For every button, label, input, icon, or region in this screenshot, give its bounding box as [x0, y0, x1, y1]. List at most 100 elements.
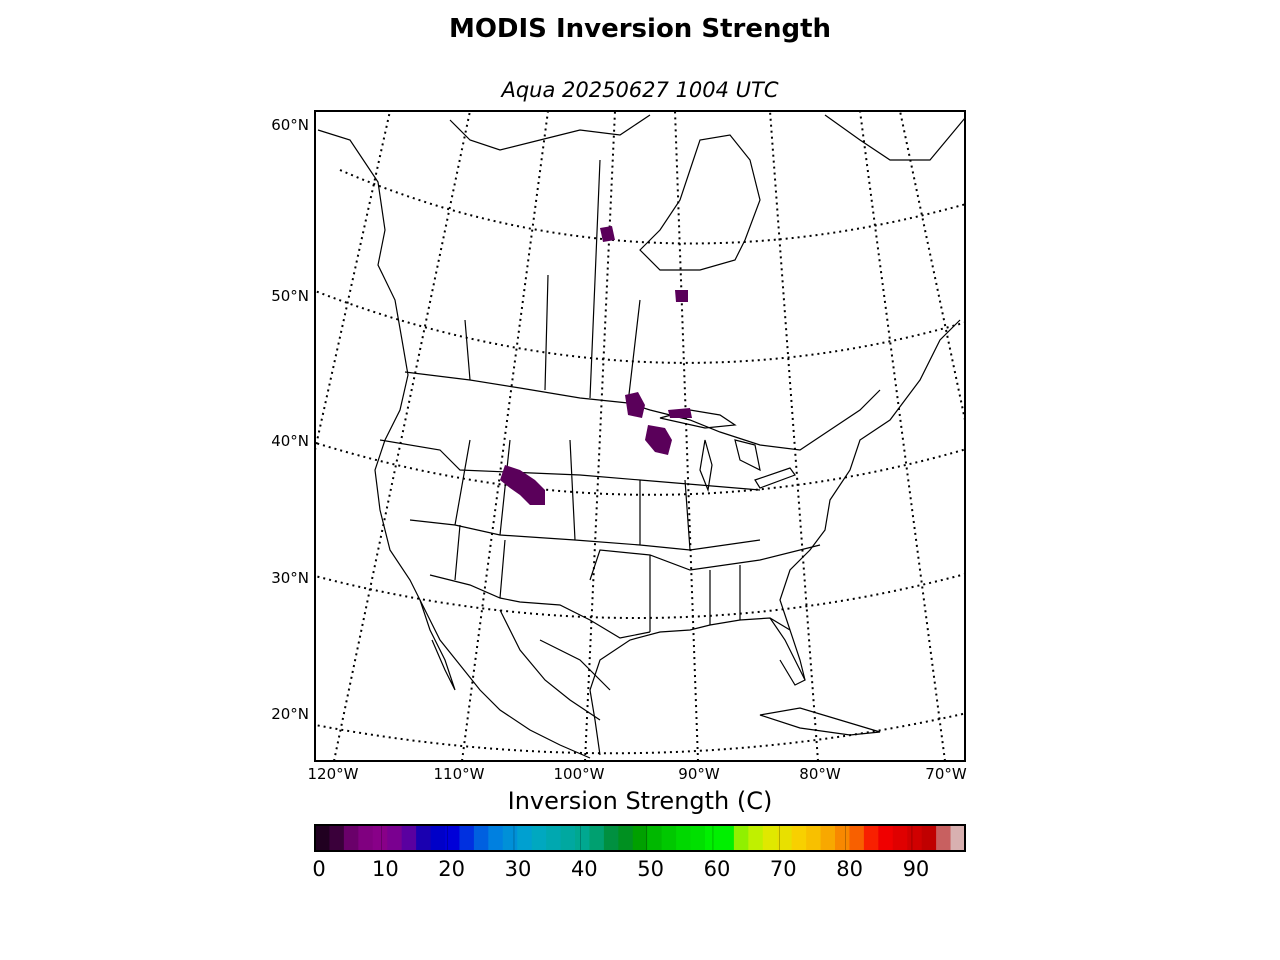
colorbar-segment: [907, 825, 923, 851]
florida: [769, 617, 806, 686]
lat-labels: 60°N 50°N 40°N 30°N 20°N: [271, 116, 309, 723]
colorbar-segment: [343, 825, 359, 851]
lake-huron: [734, 439, 761, 472]
colorbar-segment: [372, 825, 388, 851]
colorbar-tick-label: 30: [505, 857, 532, 881]
meridian-100w: [584, 111, 616, 761]
colorbar-segment: [401, 825, 417, 851]
lon-label-110: 110°W: [434, 765, 485, 783]
chart-subtitle: Aqua 20250627 1004 UTC: [501, 78, 779, 102]
colorbar-segment: [531, 825, 547, 851]
colorbar-segment: [546, 825, 562, 851]
colorbar-segment: [618, 825, 634, 851]
lon-label-120: 120°W: [308, 765, 359, 783]
lat-label-30: 30°N: [271, 569, 309, 587]
patch-lake-superior: [668, 408, 692, 418]
map-frame: [314, 110, 966, 762]
meridian-70w: [859, 111, 946, 761]
baja: [419, 599, 456, 691]
lat-label-60: 60°N: [271, 116, 309, 134]
coastlines-borders: [317, 114, 965, 759]
map-area: [315, 111, 965, 761]
colorbar-segment: [560, 825, 576, 851]
colorbar-segment: [878, 825, 894, 851]
colorbar-segment: [329, 825, 345, 851]
lake-erie: [754, 467, 796, 489]
us-canada-border: [404, 371, 881, 451]
chart-title: MODIS Inversion Strength: [448, 14, 832, 44]
colorbar-segment: [488, 825, 504, 851]
colorbar-segment: [575, 825, 591, 851]
state-lines: [379, 439, 821, 632]
colorbar-segment: [632, 825, 648, 851]
colorbar-tick-label: 20: [438, 857, 465, 881]
colorbar-segment: [473, 825, 489, 851]
cuba: [759, 707, 881, 736]
colorbar-segment: [358, 825, 374, 851]
colorbar-segment: [950, 825, 966, 851]
colorbar-segment: [806, 825, 822, 851]
colorbar-segment: [690, 825, 706, 851]
colorbar-segment: [835, 825, 851, 851]
colorbar-tick-label: 10: [372, 857, 399, 881]
meridian-60w: [899, 111, 965, 421]
colorbar-tick-label: 60: [704, 857, 731, 881]
colorbar-tick-label: 50: [637, 857, 664, 881]
parallels: [315, 169, 965, 755]
colorbar-segment: [791, 825, 807, 851]
meridian-90w: [674, 111, 699, 761]
meridian-120w: [333, 111, 471, 761]
parallel-20n: [315, 712, 965, 755]
colorbar-segment: [430, 825, 446, 851]
colorbar-segment: [748, 825, 764, 851]
lat-label-40: 40°N: [271, 432, 309, 450]
lon-labels: 120°W 110°W 100°W 90°W 80°W 70°W: [308, 765, 967, 783]
colorbar-segment: [661, 825, 677, 851]
pacific-coast: [317, 129, 591, 759]
colorbar-segment: [647, 825, 663, 851]
colorbar-segment: [315, 825, 331, 851]
colorbar-ticks: 0 10 20 30 40 50 60 70 80 90: [312, 825, 929, 881]
patch-wyoming-colorado: [500, 465, 545, 505]
colorbar-segment: [777, 825, 793, 851]
atlantic-coast: [779, 319, 961, 631]
colorbar-frame: [314, 824, 966, 852]
hudson-bay: [639, 134, 761, 271]
colorbar-segment: [517, 825, 533, 851]
meridian-80w: [769, 111, 819, 761]
meridians: [315, 111, 965, 761]
inversion-patches: [500, 226, 692, 505]
us-mexico-border: [429, 574, 651, 639]
lon-label-100: 100°W: [554, 765, 605, 783]
lake-michigan: [699, 439, 713, 493]
patch-manitoba-north: [600, 226, 615, 242]
lon-label-80: 80°W: [799, 765, 841, 783]
colorbar-tick-label: 80: [836, 857, 863, 881]
colorbar-segment: [676, 825, 692, 851]
mexico-lines: [499, 609, 611, 721]
patch-manitoba-ontario: [625, 392, 645, 418]
lon-label-70: 70°W: [925, 765, 967, 783]
parallel-55n: [339, 169, 965, 245]
lat-label-20: 20°N: [271, 705, 309, 723]
colorbar-segment: [502, 825, 518, 851]
colorbar-segment: [387, 825, 403, 851]
colorbar-tick-label: 40: [571, 857, 598, 881]
colorbar-tick-label: 90: [903, 857, 930, 881]
colorbar-segment: [705, 825, 721, 851]
colorbar-segment: [445, 825, 461, 851]
lat-label-50: 50°N: [271, 287, 309, 305]
arctic-islands: [449, 114, 651, 151]
colorbar-segment: [762, 825, 778, 851]
colorbar-segment: [863, 825, 879, 851]
colorbar-segment: [921, 825, 937, 851]
colorbar-segment: [849, 825, 865, 851]
colorbar-segment: [416, 825, 432, 851]
greenland: [824, 114, 965, 161]
colorbar-segment: [733, 825, 749, 851]
colorbar-segment: [459, 825, 475, 851]
colorbar-tick-label: 70: [770, 857, 797, 881]
meridian-110w: [461, 111, 549, 761]
colorbar-segment: [719, 825, 735, 851]
